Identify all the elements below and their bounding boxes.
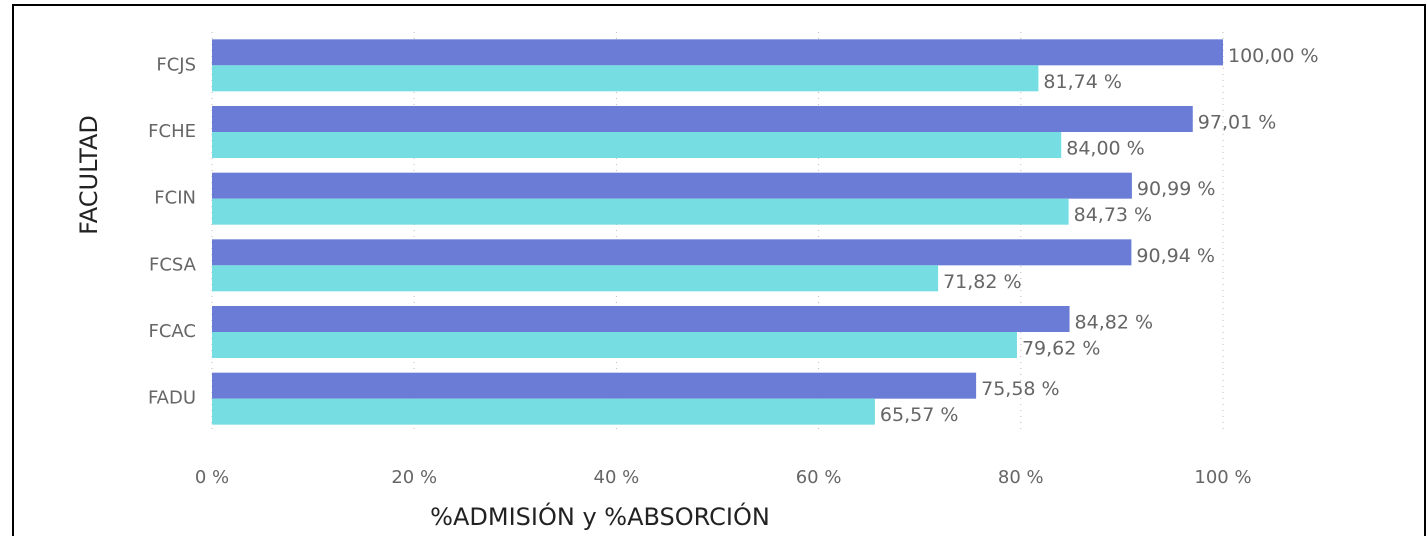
bar [212,172,1132,199]
bar [212,198,1069,225]
value-label: 97,01 % [1198,112,1277,134]
bar [212,398,875,425]
y-tick-label: FCHE [148,121,196,142]
value-label: 84,82 % [1075,312,1154,334]
y-tick-label: FCAC [149,321,197,342]
x-axis-title: %ADMISIÓN y %ABSORCIÓN [430,501,770,531]
y-tick-label: FCIN [154,188,196,209]
y-tick-label: FADU [148,388,196,409]
value-label: 81,74 % [1043,71,1122,93]
bar [212,306,1070,332]
y-tick-label: FCJS [156,54,196,75]
value-label: 90,94 % [1136,245,1215,267]
x-tick-label: 40 % [594,467,640,488]
y-tick-label: FCSA [149,254,197,275]
x-tick-label: 100 % [1194,467,1251,488]
x-tick-label: 80 % [998,467,1044,488]
y-axis-title: FACULTAD [75,115,103,235]
bar [212,265,939,292]
value-label: 75,58 % [981,378,1060,400]
x-tick-label: 60 % [796,467,842,488]
bar [212,65,1039,92]
value-label: 79,62 % [1022,338,1101,360]
value-label: 65,57 % [880,404,959,426]
value-label: 100,00 % [1228,45,1319,67]
value-label: 84,00 % [1066,138,1145,160]
x-tick-label: 20 % [391,467,437,488]
bar [212,372,977,399]
value-label: 84,73 % [1074,204,1153,226]
bar [212,239,1132,266]
bar [212,39,1223,66]
chart-frame [12,4,1426,536]
x-tick-label: 0 % [195,467,229,488]
bar [212,132,1062,158]
bar [212,106,1193,132]
value-label: 90,99 % [1137,178,1216,200]
value-label: 71,82 % [943,271,1022,293]
bar [212,332,1017,358]
